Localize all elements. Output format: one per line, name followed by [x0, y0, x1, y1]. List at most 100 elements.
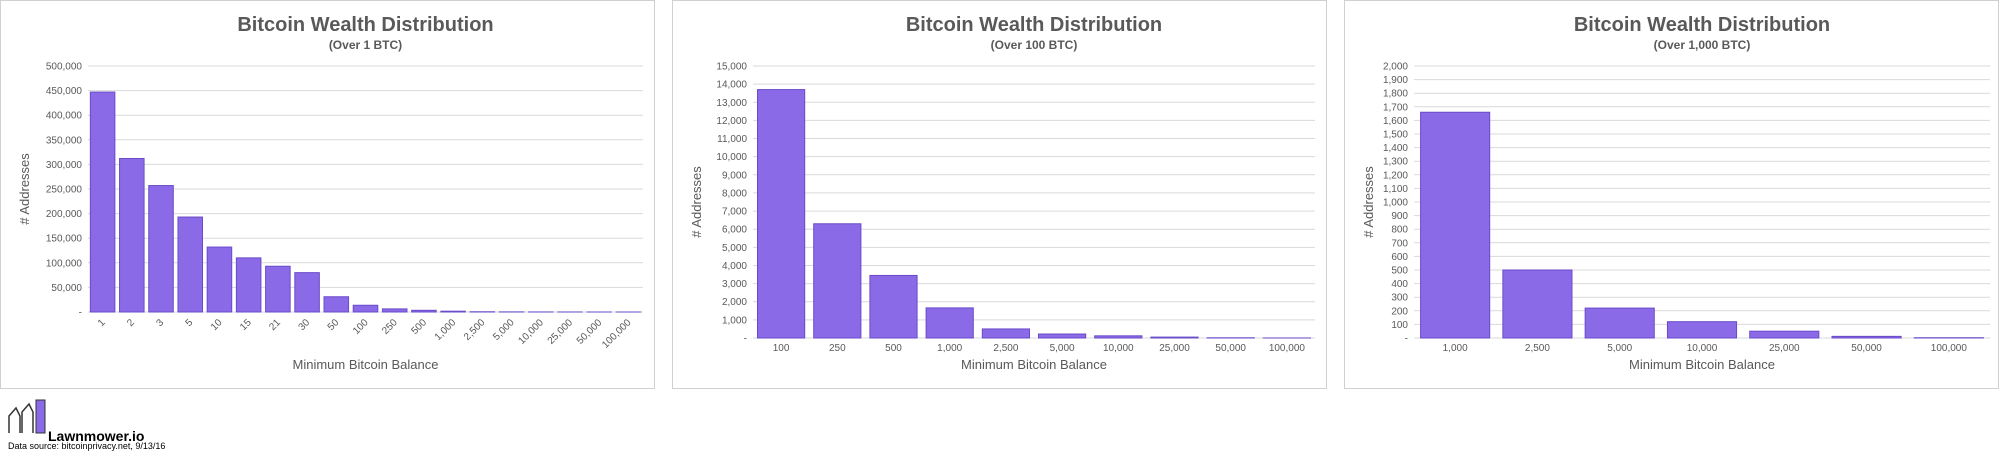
y-tick-label: - [744, 334, 747, 345]
y-tick-label: 7,000 [722, 207, 747, 218]
bar [381, 308, 408, 313]
y-tick-label: 9,000 [722, 170, 747, 181]
y-tick-label: 1,900 [1383, 75, 1408, 86]
bar [440, 310, 466, 313]
chart-subtitle: (Over 1,000 BTC) [1654, 38, 1751, 52]
y-tick-label: 2,000 [722, 297, 747, 308]
x-tick-label: 5 [184, 317, 196, 329]
y-tick-label: 150,000 [46, 234, 83, 245]
x-tick-label: 1,000 [433, 317, 459, 343]
y-tick-label: 4,000 [722, 261, 747, 272]
x-tick-label: 15 [238, 317, 254, 333]
bar [411, 309, 437, 313]
bar [148, 185, 174, 313]
bar [1666, 321, 1738, 339]
brand: Lawnmower.io [48, 428, 145, 444]
y-tick-label: 300 [1391, 293, 1408, 304]
x-tick-label: 500 [409, 317, 429, 337]
x-axis-label: Minimum Bitcoin Balance [1629, 357, 1775, 372]
bar [177, 216, 204, 313]
y-tick-label: 1,000 [722, 315, 747, 326]
x-tick-label: 10 [209, 317, 225, 333]
chart-title: Bitcoin Wealth Distribution [1574, 14, 1830, 36]
x-tick-label: 25,000 [546, 317, 576, 347]
y-tick-label: 1,600 [1383, 116, 1408, 127]
y-tick-label: 2,000 [1383, 62, 1408, 73]
y-tick-label: 1,700 [1383, 102, 1408, 113]
chart: Bitcoin Wealth Distribution (Over 1 BTC) -… [17, 14, 643, 372]
bar [813, 223, 862, 339]
y-tick-label: 50,000 [51, 283, 82, 294]
chart: Bitcoin Wealth Distribution (Over 100 BTC… [689, 14, 1315, 372]
x-tick-label: 10,000 [1103, 343, 1134, 354]
x-tick-label: 100 [773, 343, 790, 354]
x-tick-label: 2,500 [462, 317, 488, 343]
bar [925, 307, 974, 339]
y-tick-label: 600 [1391, 252, 1408, 263]
y-tick-label: 6,000 [722, 225, 747, 236]
x-tick-label: 3 [154, 317, 166, 329]
x-tick-label: 100,000 [600, 317, 634, 351]
bar [1831, 335, 1902, 339]
bar [294, 272, 320, 313]
y-tick-label: 400 [1391, 279, 1408, 290]
y-tick-label: 11,000 [717, 134, 747, 145]
bar [352, 304, 379, 313]
x-tick-label: 1,000 [1443, 343, 1468, 354]
bar [1094, 335, 1143, 339]
x-tick-label: 250 [829, 343, 846, 354]
y-tick-label: 3,000 [722, 279, 747, 290]
y-tick-label: 700 [1391, 238, 1408, 249]
bar [981, 328, 1031, 339]
y-tick-label: 1,300 [1383, 157, 1408, 168]
y-tick-label: 500 [1391, 266, 1408, 277]
x-tick-label: 1 [96, 317, 108, 329]
x-tick-label: 100,000 [1269, 343, 1306, 354]
x-tick-label: 30 [297, 317, 313, 333]
data-source: Data source: bitcoinprivacy.net, 9/13/16 [8, 441, 166, 451]
bar [265, 265, 291, 313]
y-tick-label: 100 [1391, 320, 1408, 331]
chart-panel: Bitcoin Wealth Distribution (Over 1,000 B… [1344, 0, 1999, 389]
bar [1584, 307, 1655, 339]
y-tick-label: 350,000 [46, 135, 83, 146]
chart-subtitle: (Over 100 BTC) [991, 38, 1078, 52]
y-tick-label: 900 [1391, 211, 1408, 222]
x-tick-label: 2 [125, 317, 137, 329]
bar [323, 296, 350, 313]
bar [1037, 333, 1087, 339]
chart-title: Bitcoin Wealth Distribution [237, 14, 493, 36]
x-tick-label: 21 [267, 317, 283, 333]
y-tick-label: 200 [1391, 306, 1408, 317]
chart: Bitcoin Wealth Distribution (Over 1,000 B… [1361, 14, 1990, 372]
y-axis-label: # Addresses [689, 166, 704, 238]
y-tick-label: 1,400 [1383, 143, 1408, 154]
y-tick-label: 10,000 [716, 152, 747, 163]
y-tick-label: 450,000 [46, 86, 83, 97]
x-tick-label: 2,500 [993, 343, 1018, 354]
x-tick-label: 10,000 [516, 317, 546, 347]
y-tick-label: 5,000 [722, 243, 747, 254]
x-tick-label: 10,000 [1687, 343, 1718, 354]
x-axis-label: Minimum Bitcoin Balance [293, 357, 439, 372]
y-tick-label: 100,000 [46, 258, 83, 269]
y-tick-label: 1,000 [1383, 198, 1408, 209]
y-tick-label: 15,000 [716, 62, 747, 73]
x-tick-label: 25,000 [1159, 343, 1190, 354]
chart-subtitle: (Over 1 BTC) [329, 38, 402, 52]
x-tick-label: 100,000 [1931, 343, 1968, 354]
y-tick-label: 400,000 [46, 111, 83, 122]
x-tick-label: 1,000 [937, 343, 962, 354]
x-tick-label: 50,000 [1215, 343, 1246, 354]
y-tick-label: 8,000 [722, 188, 747, 199]
bar [1150, 336, 1199, 339]
y-tick-label: 1,800 [1383, 89, 1408, 100]
bar [206, 246, 233, 313]
y-tick-label: 300,000 [46, 160, 83, 171]
logo [8, 399, 46, 434]
bar [869, 274, 918, 339]
x-tick-label: 5,000 [491, 317, 517, 343]
y-tick-label: 500,000 [46, 62, 83, 73]
y-tick-label: 1,500 [1383, 130, 1408, 141]
